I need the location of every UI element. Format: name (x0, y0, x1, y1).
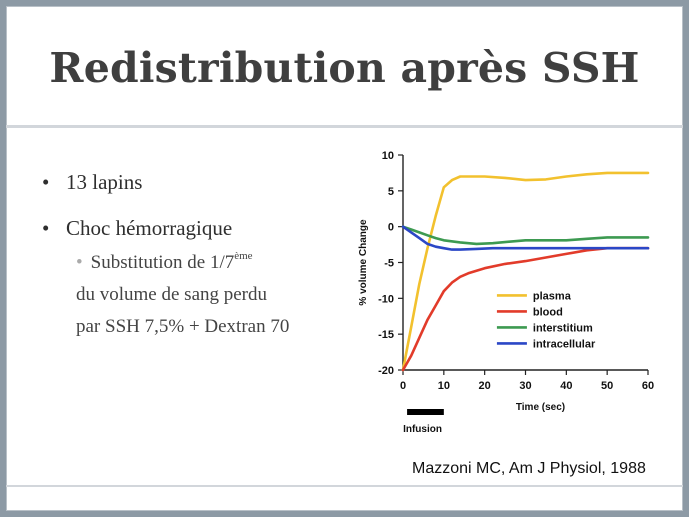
y-tick-label: 10 (382, 150, 394, 162)
series-line-interstitium (401, 225, 650, 246)
bullet-item: • Choc hémorragique (42, 216, 232, 241)
y-tick-label: 0 (388, 222, 394, 234)
legend-label-interstitium: interstitium (533, 322, 593, 334)
x-tick-label: 20 (479, 380, 491, 392)
citation: Mazzoni MC, Am J Physiol, 1988 (412, 460, 646, 477)
x-tick-label: 40 (560, 380, 572, 392)
legend-label-blood: blood (533, 306, 563, 318)
y-tick-label: -15 (378, 329, 394, 341)
bullet-text: Choc hémorragique (66, 216, 233, 240)
x-tick-label: 60 (642, 380, 654, 392)
sub-bullet-continuation: par SSH 7,5% + Dextran 70 (76, 316, 290, 337)
bullet-text: 13 lapins (66, 170, 143, 194)
bullet-dot-icon: • (42, 216, 50, 240)
infusion-label: Infusion (403, 424, 442, 435)
legend-label-intracellular: intracellular (533, 338, 596, 350)
sub-bullet-text: Substitution de 1/7 (90, 252, 235, 273)
slide: Redistribution après SSH • 13 lapins • Cho… (6, 6, 683, 511)
x-tick-label: 10 (438, 380, 450, 392)
title-divider (6, 125, 683, 128)
x-tick-label: 50 (601, 380, 613, 392)
legend-label-plasma: plasma (533, 290, 572, 302)
series-line-plasma (401, 171, 650, 372)
x-axis-label: Time (sec) (516, 402, 565, 413)
slide-title: Redistribution après SSH (49, 44, 640, 92)
bullet-item: • 13 lapins (42, 170, 142, 195)
sub-bullet-continuation: du volume de sang perdu (76, 284, 268, 305)
x-tick-label: 0 (400, 380, 406, 392)
superscript: ème (234, 250, 253, 262)
footer-divider (6, 485, 683, 487)
y-tick-label: -10 (378, 293, 394, 305)
x-tick-label: 30 (519, 380, 531, 392)
y-tick-label: 5 (388, 186, 394, 198)
bullet-dot-icon: • (42, 170, 50, 194)
series-line-intracellular (401, 225, 650, 251)
sub-bullet-item: • Substitution de 1/7ème (76, 250, 253, 274)
series-line-blood (401, 246, 650, 372)
y-tick-label: -5 (384, 258, 394, 270)
y-tick-label: -20 (378, 365, 394, 377)
y-axis-label: % volume Change (358, 219, 369, 306)
sub-bullet-dot-icon: • (76, 252, 83, 273)
infusion-bar (407, 409, 444, 415)
